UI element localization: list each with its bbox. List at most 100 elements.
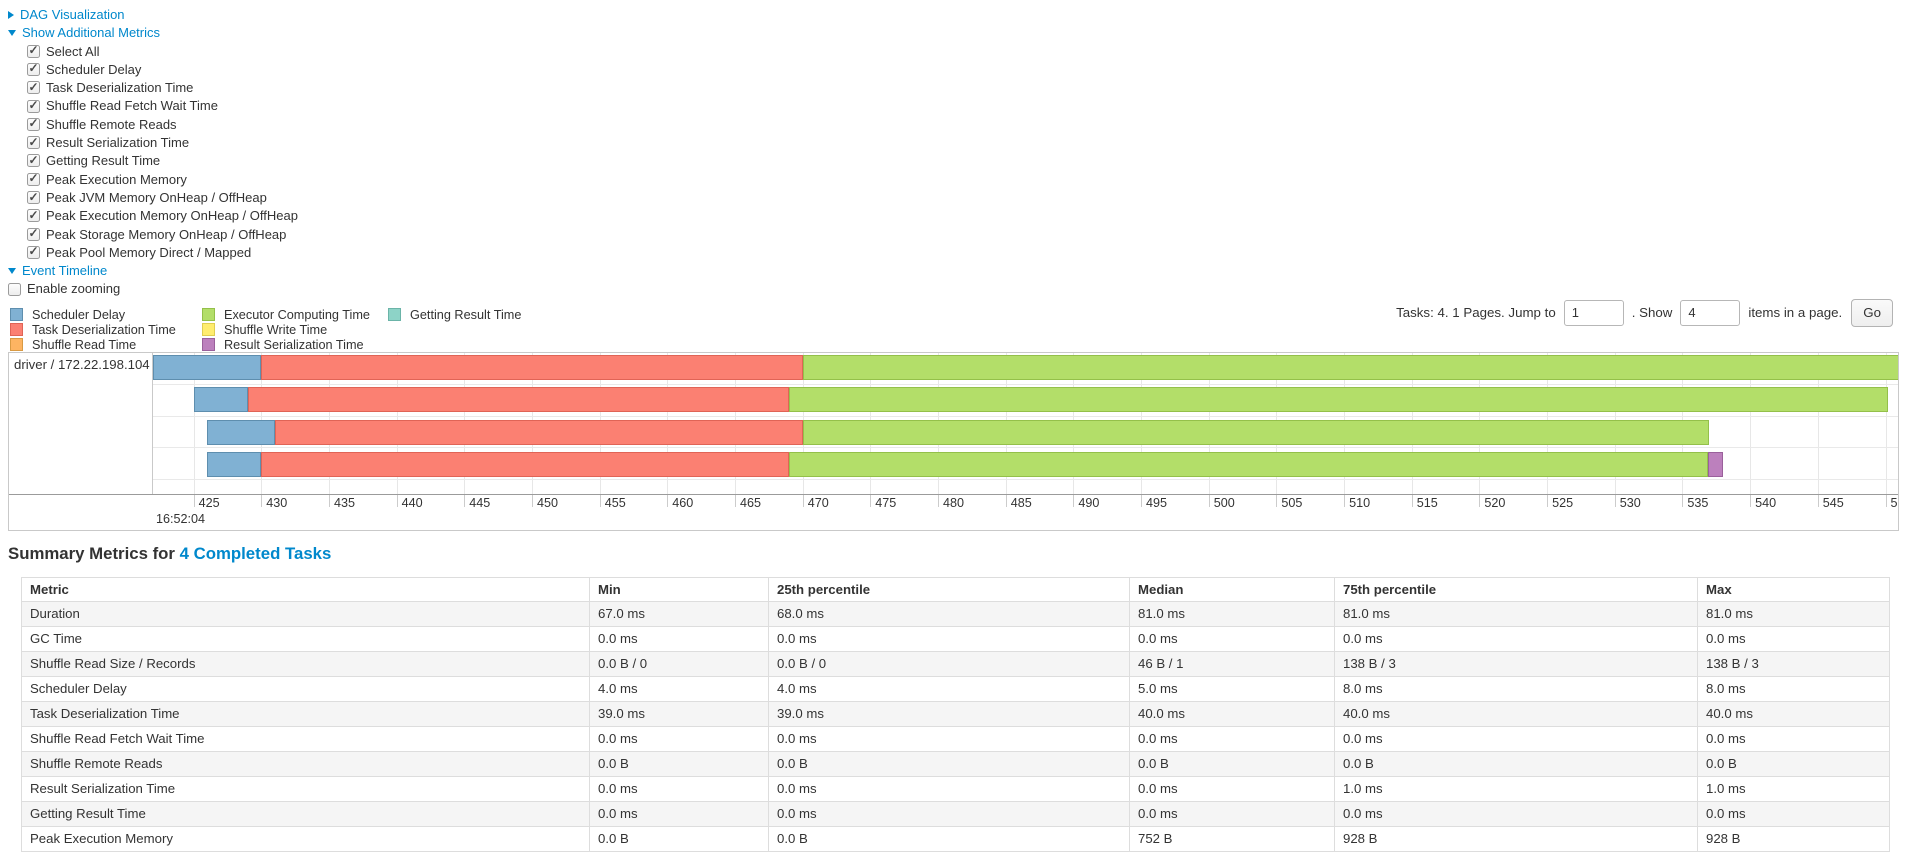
enable-zooming-checkbox[interactable] (8, 282, 21, 296)
metric-checkbox-row: Peak Execution Memory OnHeap / OffHeap (8, 207, 1907, 225)
metric-checkbox[interactable] (27, 244, 40, 259)
event-timeline-chart: driver / 172.22.198.104 425 430 435 440 445 4… (8, 351, 1899, 531)
axis-tick-label: 520 (1484, 495, 1506, 510)
metric-checkbox-row: Shuffle Read Fetch Wait Time (8, 97, 1907, 115)
axis-tick-label: 545 (1822, 495, 1844, 510)
table-cell: 0.0 B (1334, 750, 1698, 777)
legend-item: Getting Result Time (388, 308, 521, 323)
axis-tick (1885, 494, 1887, 507)
table-cell: 0.0 ms (1129, 800, 1335, 827)
metric-checkbox[interactable] (27, 98, 40, 113)
show-additional-metrics-link[interactable]: Show Additional Metrics (22, 25, 161, 41)
metric-checkbox[interactable] (27, 135, 40, 150)
axis-tick (1344, 494, 1346, 507)
table-cell: 5.0 ms (1129, 675, 1335, 702)
table-cell: Task Deserialization Time (21, 700, 590, 727)
timeline-bar-segment[interactable] (247, 387, 790, 413)
table-cell: 4.0 ms (768, 675, 1130, 702)
metric-checkbox[interactable] (27, 208, 40, 223)
table-cell: 0.0 B (768, 750, 1130, 777)
pagination-prefix-label: Tasks: 4. 1 Pages. Jump to (1396, 305, 1556, 321)
additional-metrics-list: Select All Scheduler Delay Task Deserializ… (8, 43, 1907, 263)
table-cell: Result Serialization Time (21, 775, 590, 802)
timeline-bar-segment[interactable] (1708, 452, 1724, 478)
metric-checkbox[interactable] (27, 153, 40, 168)
table-cell: 928 B (1334, 825, 1698, 852)
axis-tick-label: 535 (1687, 495, 1709, 510)
axis-tick (329, 494, 330, 507)
legend-item: Result Serialization Time (202, 338, 370, 353)
items-per-page-input[interactable] (1680, 299, 1741, 326)
axis-tick-label: 515 (1416, 495, 1438, 510)
timeline-bar-segment[interactable] (153, 354, 262, 380)
dag-visualization-link[interactable]: DAG Visualization (20, 7, 125, 22)
legend-label: Executor Computing Time (224, 307, 370, 322)
timeline-bar-segment[interactable] (802, 354, 1898, 380)
legend-column: Getting Result Time (388, 308, 521, 323)
axis-tick-label: 425 (198, 495, 220, 510)
metric-checkbox-label: Scheduler Delay (46, 61, 142, 77)
table-cell: 0.0 B / 0 (768, 650, 1130, 677)
axis-tick-label: 500 (1213, 495, 1235, 510)
table-cell: 928 B (1697, 825, 1890, 852)
metric-checkbox-row: Select All (8, 43, 1907, 61)
table-header-cell: 75th percentile (1334, 576, 1698, 602)
table-cell: 0.0 B (1129, 750, 1335, 777)
legend-label: Getting Result Time (410, 307, 522, 322)
event-timeline-link[interactable]: Event Timeline (22, 263, 108, 279)
metric-checkbox[interactable] (27, 80, 40, 95)
metric-checkbox[interactable] (27, 171, 40, 186)
metric-checkbox-row: Task Deserialization Time (8, 79, 1907, 97)
metric-checkbox[interactable] (27, 116, 40, 131)
timeline-bar-segment[interactable] (193, 387, 248, 413)
table-header-cell: 25th percentile (768, 576, 1130, 602)
legend-column: Executor Computing Time Shuffle Write Tim… (202, 308, 370, 354)
summary-heading-text: Summary Metrics for (8, 543, 175, 563)
table-cell: Scheduler Delay (21, 675, 590, 702)
completed-tasks-link[interactable]: 4 Completed Tasks (179, 543, 332, 563)
table-cell: Duration (21, 600, 590, 627)
axis-tick (735, 494, 736, 507)
table-header-cell: Max (1697, 576, 1890, 602)
table-cell: 0.0 B (589, 750, 769, 777)
metric-checkbox[interactable] (27, 43, 40, 58)
metric-checkbox[interactable] (27, 61, 40, 76)
table-row: GC Time 0.0 ms 0.0 ms 0.0 ms 0.0 ms 0.0 ms (21, 625, 1890, 652)
table-cell: Shuffle Read Size / Records (21, 650, 590, 677)
jump-to-page-input[interactable] (1563, 299, 1624, 326)
timeline-bar-segment[interactable] (802, 419, 1710, 445)
legend-item: Shuffle Write Time (202, 323, 370, 338)
go-button[interactable]: Go (1851, 298, 1893, 327)
axis-tick (870, 494, 872, 507)
axis-tick-label: 480 (943, 495, 965, 510)
table-cell: 0.0 ms (1129, 625, 1335, 652)
table-header-row: Metric Min 25th percentile Median 75th perce… (21, 576, 1890, 602)
timeline-bar-segment[interactable] (261, 452, 790, 478)
timeline-bar-segment[interactable] (261, 354, 803, 380)
table-cell: 0.0 ms (589, 625, 769, 652)
metric-checkbox[interactable] (27, 190, 40, 205)
table-cell: 39.0 ms (768, 700, 1130, 727)
axis-tick-label: 455 (604, 495, 626, 510)
axis-tick-label: 430 (266, 495, 288, 510)
axis-tick-label: 440 (401, 495, 423, 510)
table-cell: 0.0 ms (1697, 725, 1890, 752)
expanded-arrow-icon (8, 29, 16, 36)
chart-axis-line (9, 493, 1898, 495)
timeline-bar-segment[interactable] (207, 452, 262, 478)
table-header-cell: Median (1129, 576, 1335, 602)
metric-checkbox[interactable] (27, 226, 40, 241)
table-header-cell: Min (589, 576, 769, 602)
table-cell: 138 B / 3 (1334, 650, 1698, 677)
table-row: Shuffle Remote Reads 0.0 B 0.0 B 0.0 B 0.0 B… (21, 750, 1890, 777)
pagination-mid-label: . Show (1631, 305, 1673, 321)
axis-tick (261, 494, 263, 507)
timeline-bar-segment[interactable] (789, 387, 1889, 413)
timeline-bar-segment[interactable] (789, 452, 1709, 478)
table-cell: 138 B / 3 (1697, 650, 1890, 677)
timeline-bar-segment[interactable] (207, 419, 275, 445)
enable-zooming-row: Enable zooming (8, 280, 1907, 298)
table-cell: Getting Result Time (21, 800, 590, 827)
timeline-bar-segment[interactable] (274, 419, 803, 445)
table-cell: Shuffle Remote Reads (21, 750, 590, 777)
